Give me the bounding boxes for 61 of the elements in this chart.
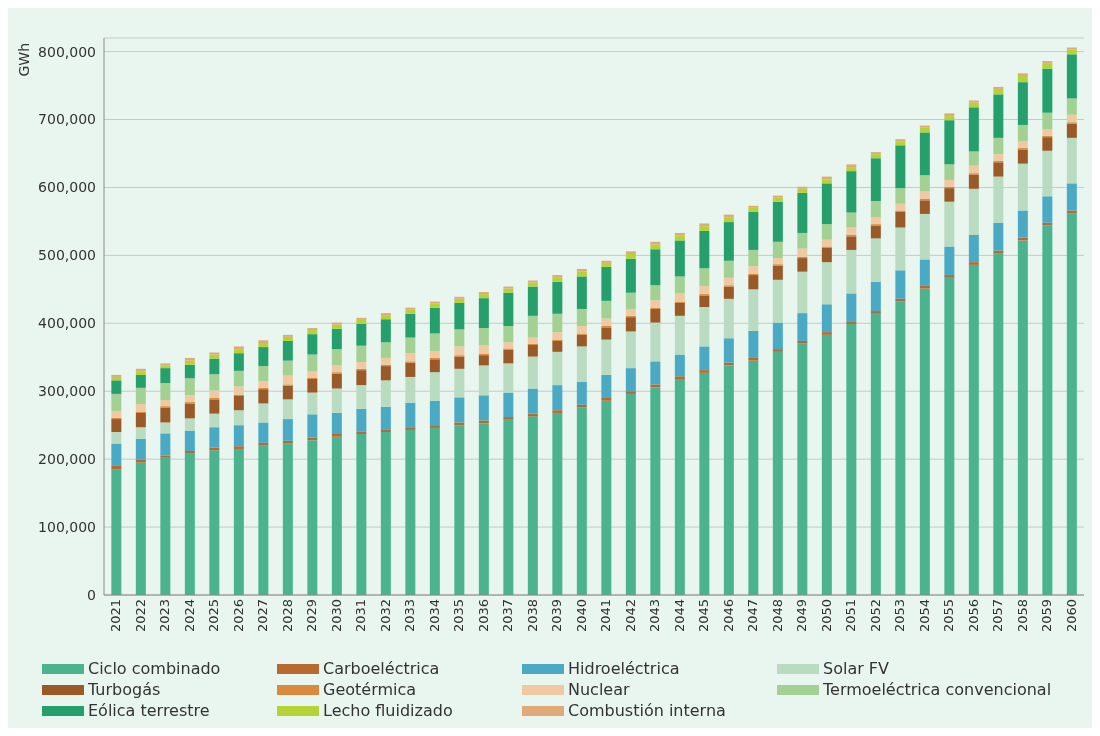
legend-label: Termoeléctrica convencional bbox=[823, 680, 1052, 699]
x-tick-label: 2030 bbox=[328, 599, 344, 633]
x-tick-label: 2054 bbox=[916, 599, 932, 633]
y-tick-label: 800,000 bbox=[38, 43, 96, 60]
x-tick-label: 2025 bbox=[206, 599, 222, 633]
legend-label: Combustión interna bbox=[568, 701, 726, 720]
x-tick-label: 2048 bbox=[769, 599, 785, 633]
legend-label: Turbogás bbox=[88, 680, 161, 699]
y-tick-label: 600,000 bbox=[38, 179, 96, 196]
x-tick-label: 2021 bbox=[108, 599, 124, 633]
y-tick-label: 300,000 bbox=[38, 383, 96, 400]
x-tick-label: 2036 bbox=[475, 599, 491, 633]
x-tick-label: 2023 bbox=[157, 599, 173, 633]
x-tick-label: 2057 bbox=[990, 599, 1006, 633]
x-tick-label: 2024 bbox=[181, 599, 197, 633]
y-tick-label: 500,000 bbox=[38, 247, 96, 264]
x-tick-label: 2039 bbox=[549, 599, 565, 633]
y-tick-label: 700,000 bbox=[38, 111, 96, 128]
x-tick-label: 2056 bbox=[965, 599, 981, 633]
x-tick-label: 2035 bbox=[451, 599, 467, 633]
legend-label: Eólica terrestre bbox=[88, 701, 210, 720]
x-tick-label: 2026 bbox=[230, 599, 246, 633]
legend-label: Hidroeléctrica bbox=[568, 659, 680, 678]
x-tick-label: 2027 bbox=[255, 599, 271, 633]
legend-label: Geotérmica bbox=[323, 680, 417, 699]
x-tick-label: 2029 bbox=[304, 599, 320, 633]
x-tick-label: 2050 bbox=[818, 599, 834, 633]
x-tick-label: 2047 bbox=[745, 599, 761, 633]
x-tick-label: 2038 bbox=[524, 599, 540, 633]
x-tick-label: 2028 bbox=[279, 599, 295, 633]
x-tick-label: 2042 bbox=[622, 599, 638, 633]
x-tick-label: 2044 bbox=[671, 599, 687, 633]
x-tick-label: 2022 bbox=[132, 599, 148, 633]
x-tick-label: 2060 bbox=[1063, 599, 1079, 633]
y-tick-label: 400,000 bbox=[38, 315, 96, 332]
x-tick-label: 2031 bbox=[353, 599, 369, 633]
x-tick-label: 2043 bbox=[647, 599, 663, 633]
x-tick-label: 2034 bbox=[426, 599, 442, 633]
x-tick-label: 2052 bbox=[867, 599, 883, 633]
x-tick-label: 2059 bbox=[1039, 599, 1055, 633]
x-tick-label: 2053 bbox=[892, 599, 908, 633]
x-tick-label: 2046 bbox=[720, 599, 736, 633]
x-tick-label: 2033 bbox=[402, 599, 418, 633]
legend-label: Carboeléctrica bbox=[323, 659, 440, 678]
x-tick-label: 2040 bbox=[573, 599, 589, 633]
legend-label: Solar FV bbox=[823, 659, 890, 678]
legend-label: Nuclear bbox=[568, 680, 630, 699]
y-axis-title: GWh bbox=[15, 42, 32, 77]
x-tick-label: 2041 bbox=[598, 599, 614, 633]
legend-label: Lecho fluidizado bbox=[323, 701, 453, 720]
x-tick-label: 2055 bbox=[941, 599, 957, 633]
x-tick-label: 2049 bbox=[794, 599, 810, 633]
y-tick-label: 0 bbox=[87, 586, 96, 603]
y-tick-label: 200,000 bbox=[38, 451, 96, 468]
y-tick-label: 100,000 bbox=[38, 519, 96, 536]
x-tick-label: 2051 bbox=[843, 599, 859, 633]
legend-label: Ciclo combinado bbox=[88, 659, 221, 678]
x-tick-label: 2058 bbox=[1014, 599, 1030, 633]
x-tick-label: 2037 bbox=[500, 599, 516, 633]
x-tick-label: 2032 bbox=[377, 599, 393, 633]
x-tick-label: 2045 bbox=[696, 599, 712, 633]
